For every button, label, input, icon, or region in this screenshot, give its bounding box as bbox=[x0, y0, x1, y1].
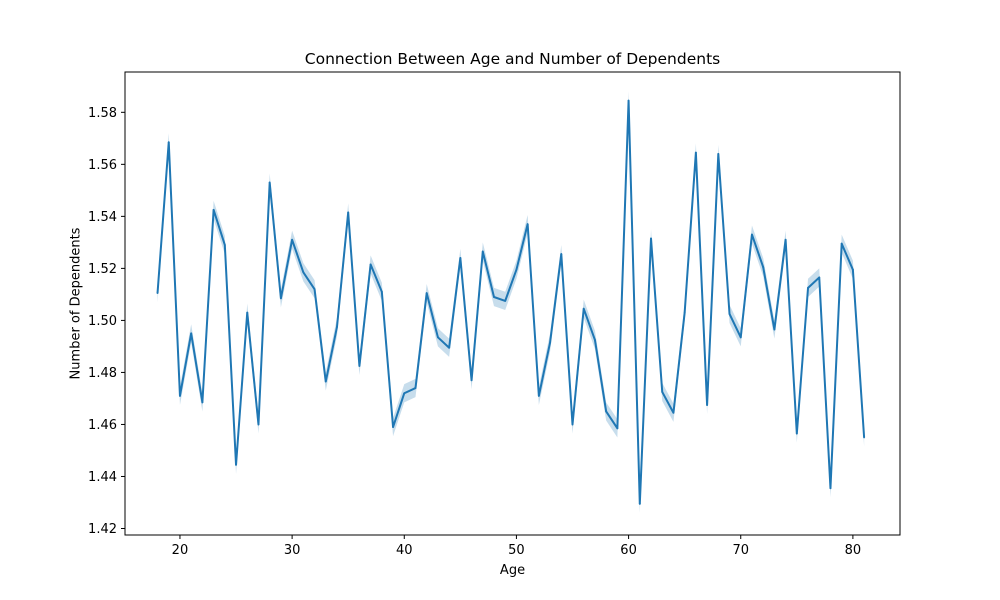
data-point bbox=[235, 463, 237, 466]
data-point bbox=[840, 242, 843, 245]
data-point bbox=[504, 299, 507, 302]
data-point bbox=[751, 233, 753, 236]
data-point bbox=[201, 401, 204, 404]
data-point bbox=[818, 276, 821, 279]
data-point bbox=[167, 141, 170, 144]
data-point bbox=[627, 99, 630, 102]
data-point bbox=[414, 387, 417, 389]
data-point bbox=[571, 423, 574, 426]
data-point bbox=[829, 487, 832, 490]
data-point bbox=[190, 332, 193, 335]
data-point bbox=[380, 290, 383, 293]
y-tick-label: 1.48 bbox=[88, 366, 117, 381]
data-point bbox=[594, 339, 596, 341]
x-tick-label: 50 bbox=[508, 543, 525, 558]
data-point bbox=[537, 394, 540, 397]
data-point bbox=[403, 392, 406, 395]
data-point bbox=[437, 336, 439, 339]
data-point bbox=[212, 208, 215, 211]
data-point bbox=[784, 238, 787, 241]
data-point bbox=[807, 286, 809, 289]
x-tick-label: 30 bbox=[284, 543, 301, 558]
y-axis: 1.42 1.44 1.46 1.48 1.50 1.52 1.54 1.56 1.58 bbox=[88, 106, 125, 537]
data-point bbox=[279, 297, 282, 300]
x-tick-label: 40 bbox=[396, 543, 413, 558]
data-point bbox=[582, 307, 585, 310]
data-point bbox=[549, 341, 551, 344]
data-point bbox=[560, 253, 563, 255]
data-point bbox=[851, 268, 854, 271]
data-point bbox=[762, 266, 765, 268]
data-point bbox=[246, 311, 249, 314]
data-point bbox=[717, 153, 720, 155]
data-point bbox=[605, 410, 608, 413]
y-tick-label: 1.46 bbox=[88, 418, 117, 433]
data-point bbox=[773, 328, 776, 331]
data-point bbox=[347, 211, 350, 214]
y-tick-label: 1.56 bbox=[88, 158, 117, 173]
y-tick-label: 1.42 bbox=[88, 522, 117, 537]
data-point bbox=[336, 326, 338, 328]
data-point bbox=[683, 311, 686, 314]
data-point bbox=[257, 423, 260, 426]
data-point bbox=[369, 263, 372, 266]
chart-title: Connection Between Age and Number of Dep… bbox=[305, 50, 720, 68]
data-point bbox=[470, 379, 473, 382]
x-tick-label: 80 bbox=[845, 543, 862, 558]
y-tick-label: 1.54 bbox=[88, 210, 117, 225]
series-line bbox=[156, 99, 866, 505]
data-point bbox=[515, 268, 518, 271]
data-point bbox=[672, 411, 675, 414]
data-point bbox=[358, 365, 361, 367]
data-point bbox=[526, 223, 529, 226]
data-point bbox=[661, 391, 664, 393]
data-point bbox=[694, 151, 697, 154]
data-point bbox=[493, 296, 495, 298]
data-point bbox=[481, 250, 484, 253]
data-point bbox=[179, 394, 181, 397]
plot-area bbox=[156, 91, 866, 513]
data-point bbox=[863, 436, 866, 439]
x-tick-label: 20 bbox=[172, 543, 189, 558]
data-point bbox=[223, 244, 226, 246]
y-tick-label: 1.58 bbox=[88, 106, 117, 121]
x-axis-title: Age bbox=[500, 563, 525, 578]
data-point bbox=[313, 288, 316, 291]
x-tick-label: 60 bbox=[620, 543, 637, 558]
data-point bbox=[425, 292, 428, 294]
data-point bbox=[459, 257, 462, 259]
x-axis: 20 30 40 50 60 70 80 bbox=[172, 535, 861, 558]
data-point bbox=[302, 271, 305, 274]
data-point bbox=[392, 426, 394, 428]
data-point bbox=[638, 502, 641, 505]
y-tick-label: 1.44 bbox=[88, 470, 117, 485]
y-axis-title: Number of Dependents bbox=[69, 227, 84, 379]
data-point bbox=[291, 238, 294, 241]
y-tick-label: 1.50 bbox=[88, 314, 117, 329]
data-point bbox=[739, 336, 742, 339]
data-point bbox=[706, 404, 708, 406]
plot-frame bbox=[124, 71, 901, 536]
data-point bbox=[324, 380, 327, 383]
x-tick-label: 70 bbox=[732, 543, 749, 558]
data-point bbox=[795, 432, 798, 435]
data-point bbox=[728, 313, 731, 315]
data-point bbox=[650, 237, 652, 240]
data-point bbox=[156, 292, 159, 294]
data-point bbox=[616, 427, 619, 430]
y-tick-label: 1.52 bbox=[88, 262, 117, 277]
data-point bbox=[448, 346, 451, 349]
data-point bbox=[268, 181, 271, 184]
